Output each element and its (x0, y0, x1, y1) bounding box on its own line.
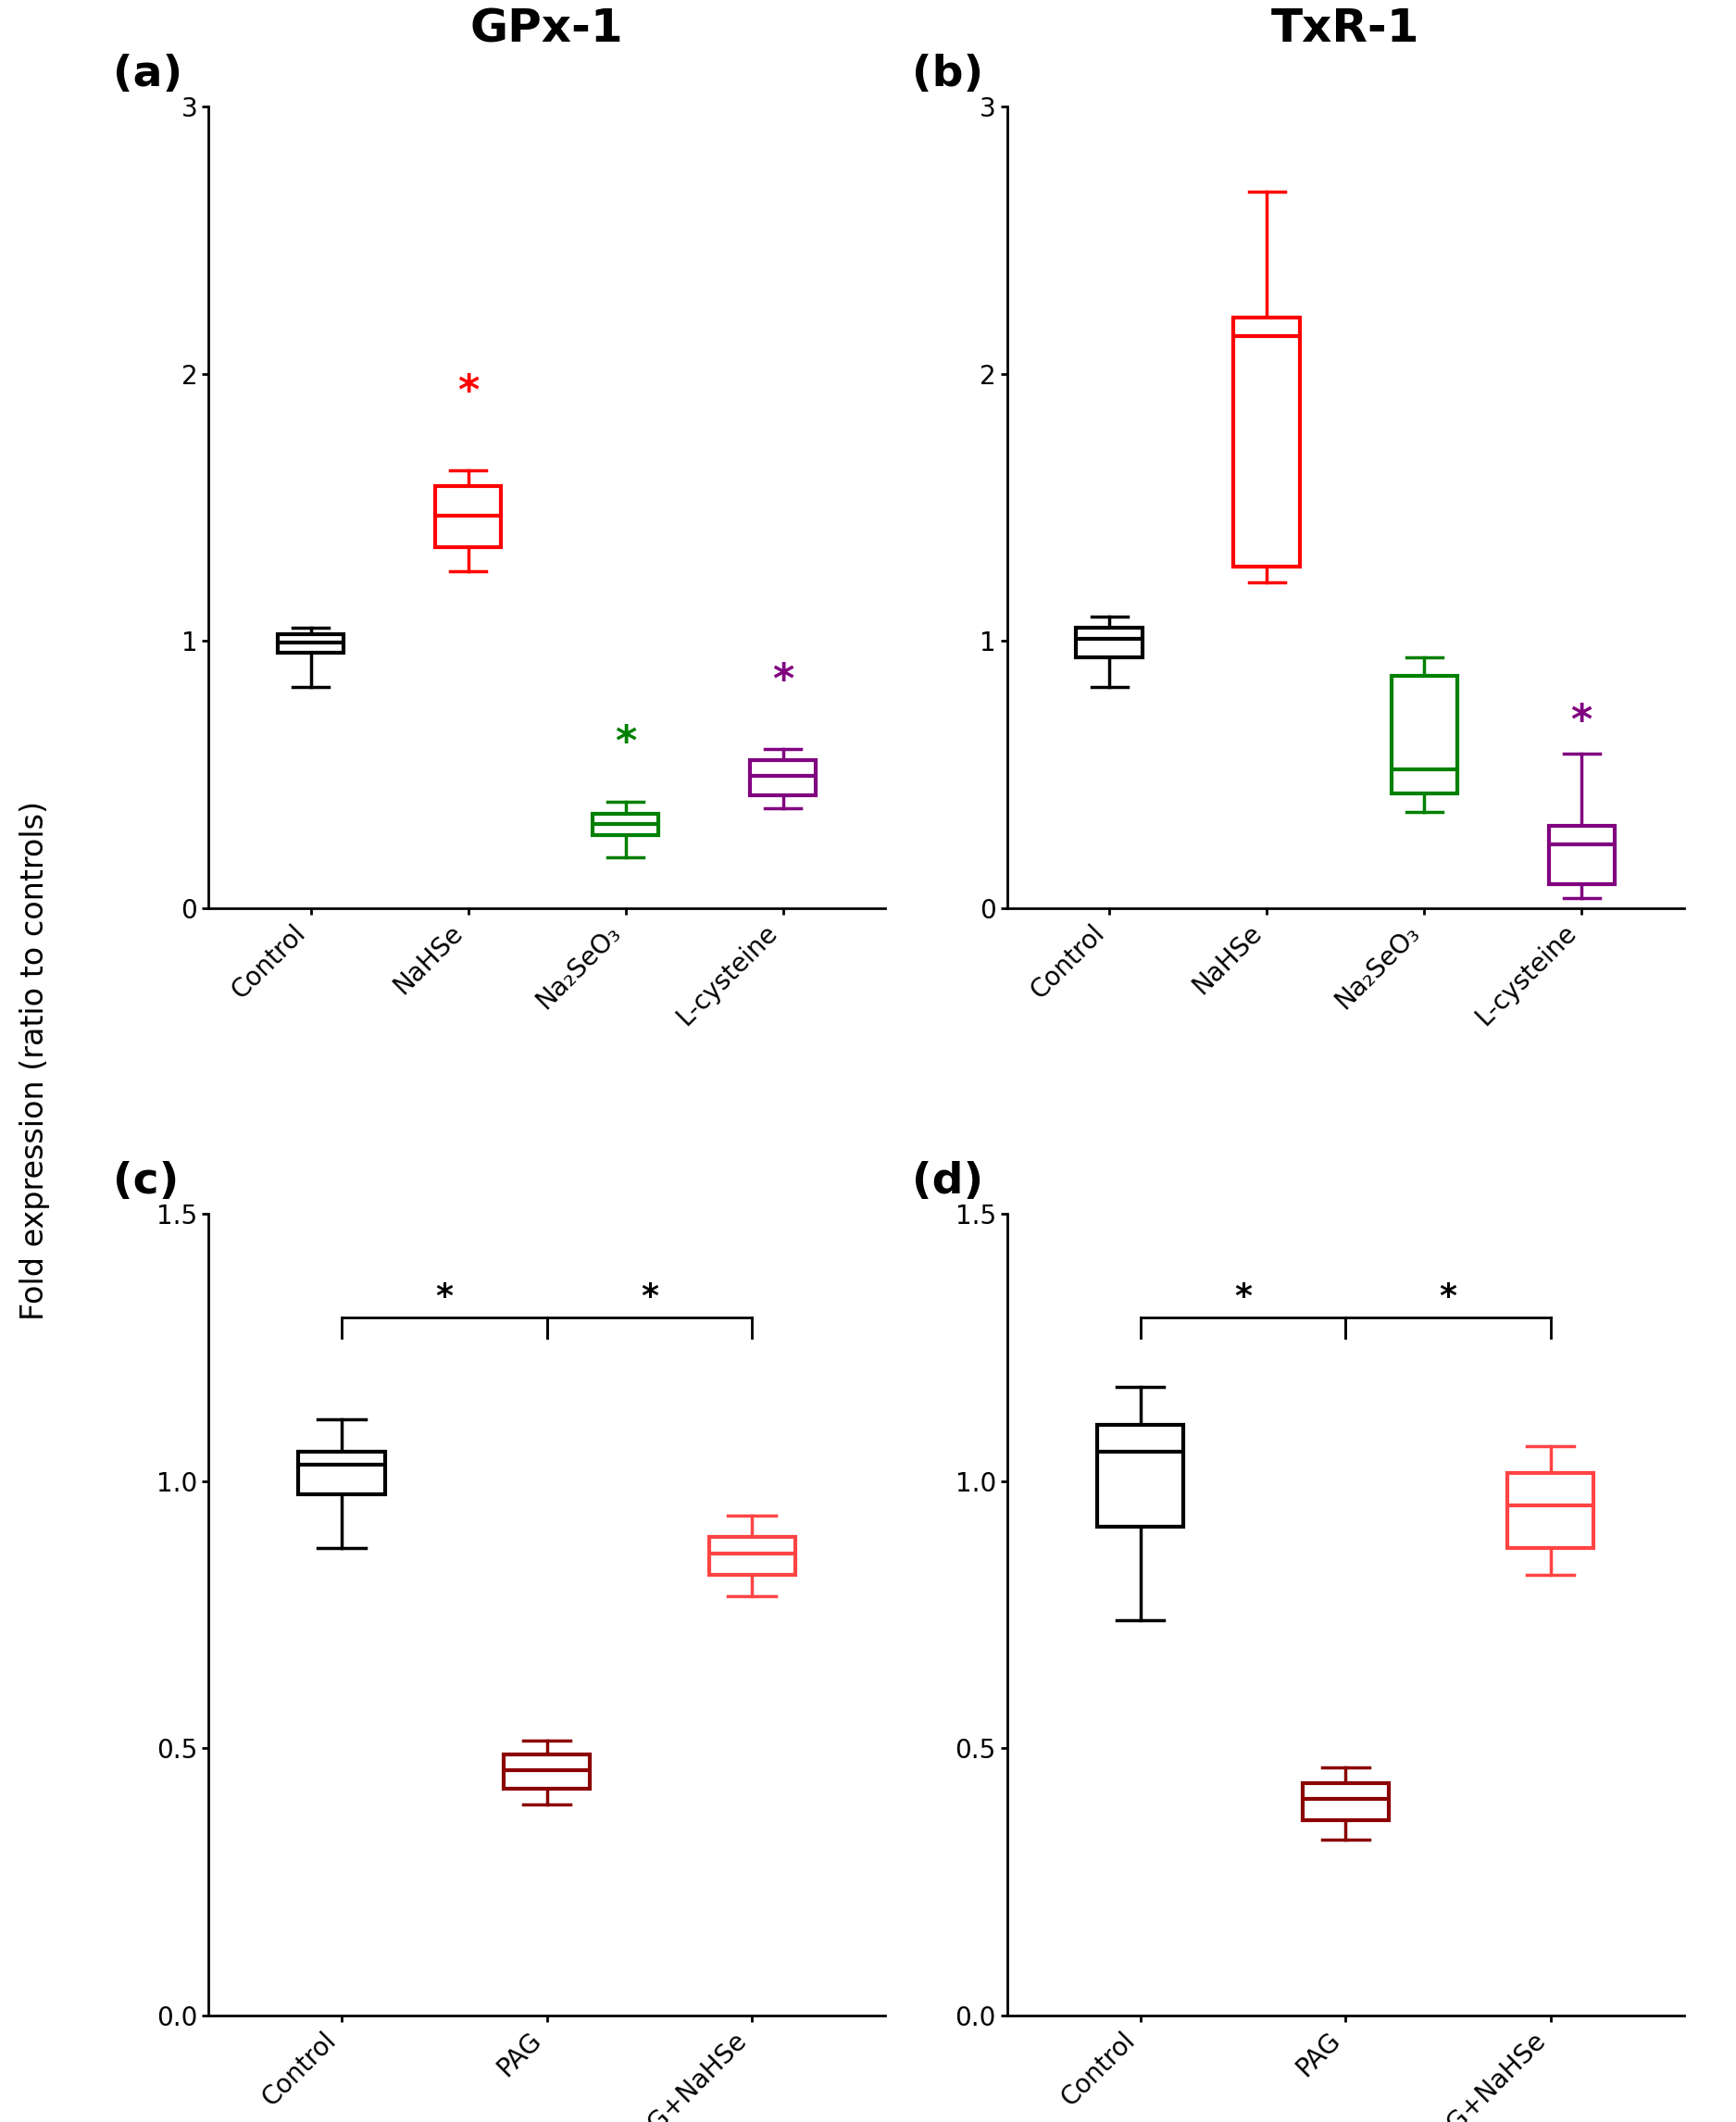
Bar (1097, 1424, 1184, 1526)
Bar (1391, 675, 1457, 794)
Bar (708, 1536, 795, 1575)
Bar (750, 760, 816, 796)
Bar (503, 1755, 590, 1789)
Text: (a): (a) (113, 53, 182, 95)
Text: Fold expression (ratio to controls): Fold expression (ratio to controls) (19, 802, 50, 1320)
Text: *: * (1439, 1282, 1457, 1311)
Text: *: * (436, 1282, 453, 1311)
Text: *: * (615, 724, 635, 762)
Bar (1302, 1782, 1389, 1821)
Text: *: * (641, 1282, 658, 1311)
Text: (c): (c) (113, 1161, 179, 1203)
Bar (1076, 628, 1142, 658)
Bar (278, 634, 344, 654)
Text: (b): (b) (911, 53, 983, 95)
Bar (1549, 825, 1614, 885)
Bar (592, 813, 658, 834)
Text: (d): (d) (911, 1161, 983, 1203)
Bar (1234, 318, 1300, 567)
Title: GPx-1: GPx-1 (470, 6, 623, 51)
Bar (299, 1451, 385, 1494)
Text: *: * (1571, 702, 1592, 741)
Bar (436, 486, 502, 547)
Text: *: * (773, 662, 793, 700)
Title: TxR-1: TxR-1 (1271, 6, 1420, 51)
Bar (1507, 1473, 1594, 1547)
Text: *: * (457, 371, 479, 412)
Text: *: * (1234, 1282, 1252, 1311)
